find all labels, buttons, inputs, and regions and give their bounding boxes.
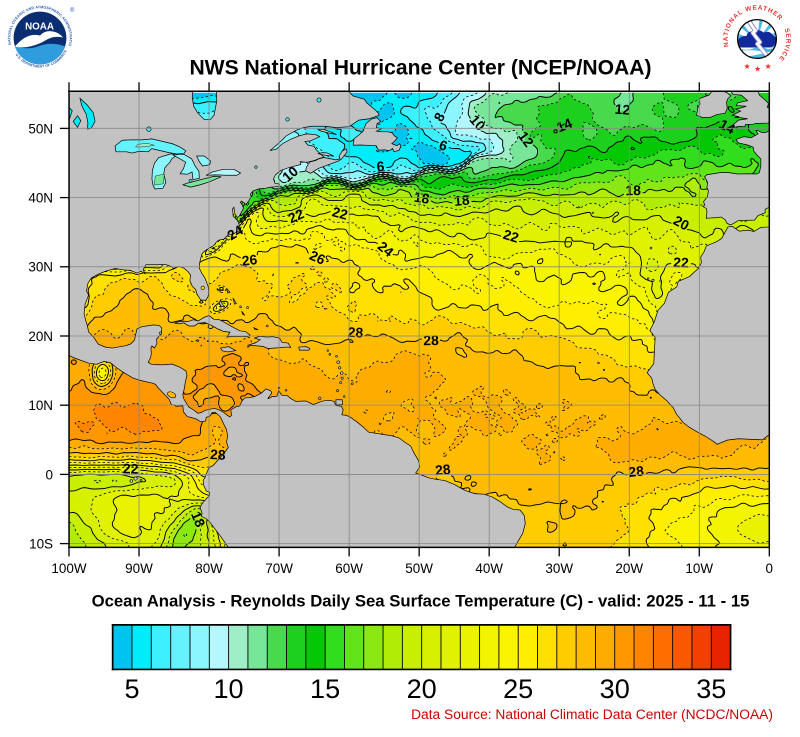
svg-text:22: 22 xyxy=(123,460,139,476)
svg-text:25: 25 xyxy=(503,673,533,704)
svg-text:22: 22 xyxy=(501,226,521,246)
svg-text:90W: 90W xyxy=(125,561,153,576)
svg-text:40W: 40W xyxy=(475,561,503,576)
svg-text:50W: 50W xyxy=(405,561,433,576)
svg-text:18: 18 xyxy=(453,191,470,208)
svg-text:10W: 10W xyxy=(685,561,713,576)
svg-text:SERVICE: SERVICE xyxy=(777,28,792,63)
svg-text:5: 5 xyxy=(124,673,139,704)
svg-text:12: 12 xyxy=(614,101,631,118)
svg-text:18: 18 xyxy=(625,182,641,198)
svg-text:22: 22 xyxy=(286,205,307,226)
svg-text:20N: 20N xyxy=(28,329,53,344)
svg-text:NWS National Hurricane Center: NWS National Hurricane Center (NCEP/NOAA… xyxy=(189,57,651,80)
svg-text:Ocean Analysis - Reynolds Dail: Ocean Analysis - Reynolds Daily Sea Surf… xyxy=(92,591,750,610)
svg-text:28: 28 xyxy=(347,324,364,341)
svg-text:®: ® xyxy=(70,7,75,14)
svg-text:15: 15 xyxy=(310,673,340,704)
svg-text:28: 28 xyxy=(210,446,227,463)
svg-text:30W: 30W xyxy=(545,561,573,576)
svg-text:10: 10 xyxy=(213,673,243,704)
svg-text:20W: 20W xyxy=(615,561,643,576)
svg-text:26: 26 xyxy=(307,247,328,268)
svg-text:20: 20 xyxy=(671,212,692,234)
svg-text:6: 6 xyxy=(376,158,385,175)
svg-text:28: 28 xyxy=(423,332,439,348)
svg-text:40N: 40N xyxy=(28,190,53,205)
svg-text:50N: 50N xyxy=(28,121,53,136)
svg-text:20: 20 xyxy=(407,673,437,704)
svg-text:70W: 70W xyxy=(265,561,293,576)
svg-text:35: 35 xyxy=(696,673,726,704)
svg-text:18: 18 xyxy=(188,509,209,530)
svg-text:22: 22 xyxy=(673,254,689,271)
svg-text:100W: 100W xyxy=(51,561,86,576)
svg-text:30: 30 xyxy=(600,673,630,704)
svg-text:28: 28 xyxy=(434,461,451,478)
svg-text:26: 26 xyxy=(241,251,258,269)
svg-text:14: 14 xyxy=(717,116,738,138)
svg-text:80W: 80W xyxy=(195,561,223,576)
svg-text:30N: 30N xyxy=(28,260,53,275)
svg-text:28: 28 xyxy=(628,462,645,480)
svg-text:22: 22 xyxy=(330,203,349,223)
svg-text:★: ★ xyxy=(765,62,772,71)
svg-text:0: 0 xyxy=(766,561,774,576)
svg-text:NOAA: NOAA xyxy=(25,22,54,33)
svg-text:24: 24 xyxy=(224,222,246,244)
svg-text:60W: 60W xyxy=(335,561,363,576)
svg-text:0: 0 xyxy=(46,467,54,482)
svg-text:10S: 10S xyxy=(29,536,53,551)
svg-text:10N: 10N xyxy=(28,398,53,413)
svg-text:★: ★ xyxy=(744,62,751,71)
svg-text:★: ★ xyxy=(754,64,761,73)
svg-text:Data Source: National Climatic: Data Source: National Climatic Data Cent… xyxy=(411,706,773,722)
